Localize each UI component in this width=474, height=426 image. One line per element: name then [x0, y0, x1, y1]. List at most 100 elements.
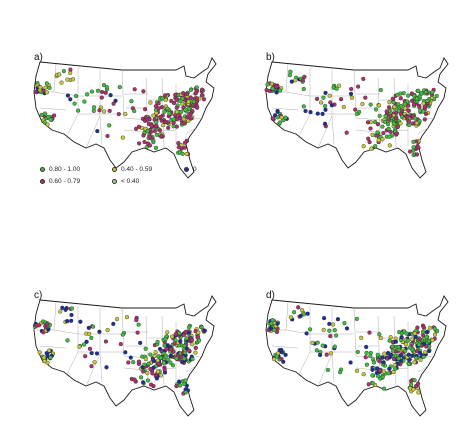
station-point: [69, 312, 74, 318]
station-point: [91, 108, 96, 113]
station-point: [395, 124, 400, 130]
station-point: [135, 330, 140, 335]
station-point: [69, 306, 74, 311]
station-point: [403, 106, 408, 111]
station-point: [36, 323, 41, 328]
station-point: [363, 95, 368, 100]
station-point: [134, 317, 139, 323]
station-point: [391, 369, 396, 375]
station-point: [417, 105, 422, 110]
station-point: [348, 91, 354, 96]
station-point: [190, 356, 195, 362]
station-point: [317, 352, 323, 358]
station-point: [409, 337, 414, 342]
station-point: [303, 108, 308, 114]
map-b-svg: [264, 57, 449, 179]
station-point: [44, 322, 49, 327]
station-point: [391, 121, 396, 126]
station-point: [186, 99, 191, 104]
station-point: [421, 325, 426, 330]
station-point: [415, 348, 420, 354]
state-boundary: [39, 345, 67, 349]
station-point: [416, 390, 421, 395]
station-point: [307, 327, 313, 332]
legend-item-060-079: 0.60 - 0.79: [40, 178, 80, 185]
station-point: [152, 128, 157, 134]
station-point: [325, 367, 330, 373]
station-point: [332, 328, 337, 333]
station-point: [168, 353, 174, 359]
state-boundary: [145, 77, 149, 145]
station-point: [120, 135, 125, 140]
station-point: [322, 121, 328, 126]
station-point: [377, 359, 382, 364]
station-point: [430, 90, 435, 95]
station-point: [314, 348, 319, 353]
station-point: [293, 78, 298, 83]
station-point: [176, 140, 181, 146]
station-point: [181, 120, 186, 126]
station-point: [145, 378, 151, 383]
station-point: [173, 332, 178, 337]
station-point: [65, 93, 70, 98]
station-point: [300, 78, 305, 83]
station-point: [72, 101, 77, 106]
station-point: [156, 361, 161, 366]
station-point: [157, 128, 163, 133]
station-point: [427, 325, 433, 330]
station-point: [86, 325, 91, 330]
map-a-svg: [33, 57, 217, 179]
station-point: [386, 122, 391, 127]
station-point: [375, 122, 381, 127]
station-point: [154, 132, 159, 137]
station-point: [126, 360, 131, 365]
station-point: [315, 340, 320, 345]
station-point: [91, 105, 97, 110]
station-point: [423, 111, 428, 116]
legend-dot-green: [40, 167, 45, 172]
station-point: [264, 87, 269, 93]
station-point: [68, 97, 73, 102]
station-point: [423, 350, 428, 355]
station-point: [61, 69, 66, 74]
station-point: [141, 369, 146, 374]
station-point: [65, 318, 70, 324]
station-point: [367, 330, 372, 335]
station-point: [410, 98, 415, 103]
station-point: [44, 90, 49, 95]
station-point: [382, 351, 387, 356]
station-point: [308, 109, 313, 115]
station-point: [271, 116, 276, 121]
station-point: [148, 366, 153, 372]
panel-label-b: b): [266, 52, 275, 63]
legend-label: 0: [193, 166, 197, 173]
legend-dot-yellow: [112, 167, 117, 172]
legend-label: < 0.40: [121, 178, 140, 185]
station-point: [387, 355, 392, 360]
station-point: [283, 352, 288, 357]
legend-item-040-059: 0.40 - 0.59: [112, 166, 152, 173]
station-point: [184, 91, 189, 96]
station-point: [398, 96, 403, 101]
station-point: [174, 356, 179, 361]
station-point: [174, 97, 179, 102]
station-point: [288, 315, 294, 320]
legend-label: 0.60 - 0.79: [49, 178, 81, 185]
station-point: [384, 109, 389, 114]
station-point: [155, 358, 160, 363]
station-point: [296, 305, 301, 310]
station-point: [186, 118, 191, 124]
station-point: [138, 340, 143, 345]
station-point: [370, 381, 375, 386]
station-point: [132, 108, 137, 114]
station-point: [354, 368, 360, 373]
station-point: [421, 109, 426, 114]
legend-label: 0.80 - 1.00: [49, 166, 81, 173]
station-point: [59, 80, 64, 85]
station-point: [392, 104, 397, 109]
station-point: [364, 362, 369, 367]
station-point: [187, 348, 192, 353]
state-boundary: [271, 107, 299, 111]
station-point: [398, 104, 404, 109]
station-point: [89, 89, 94, 94]
